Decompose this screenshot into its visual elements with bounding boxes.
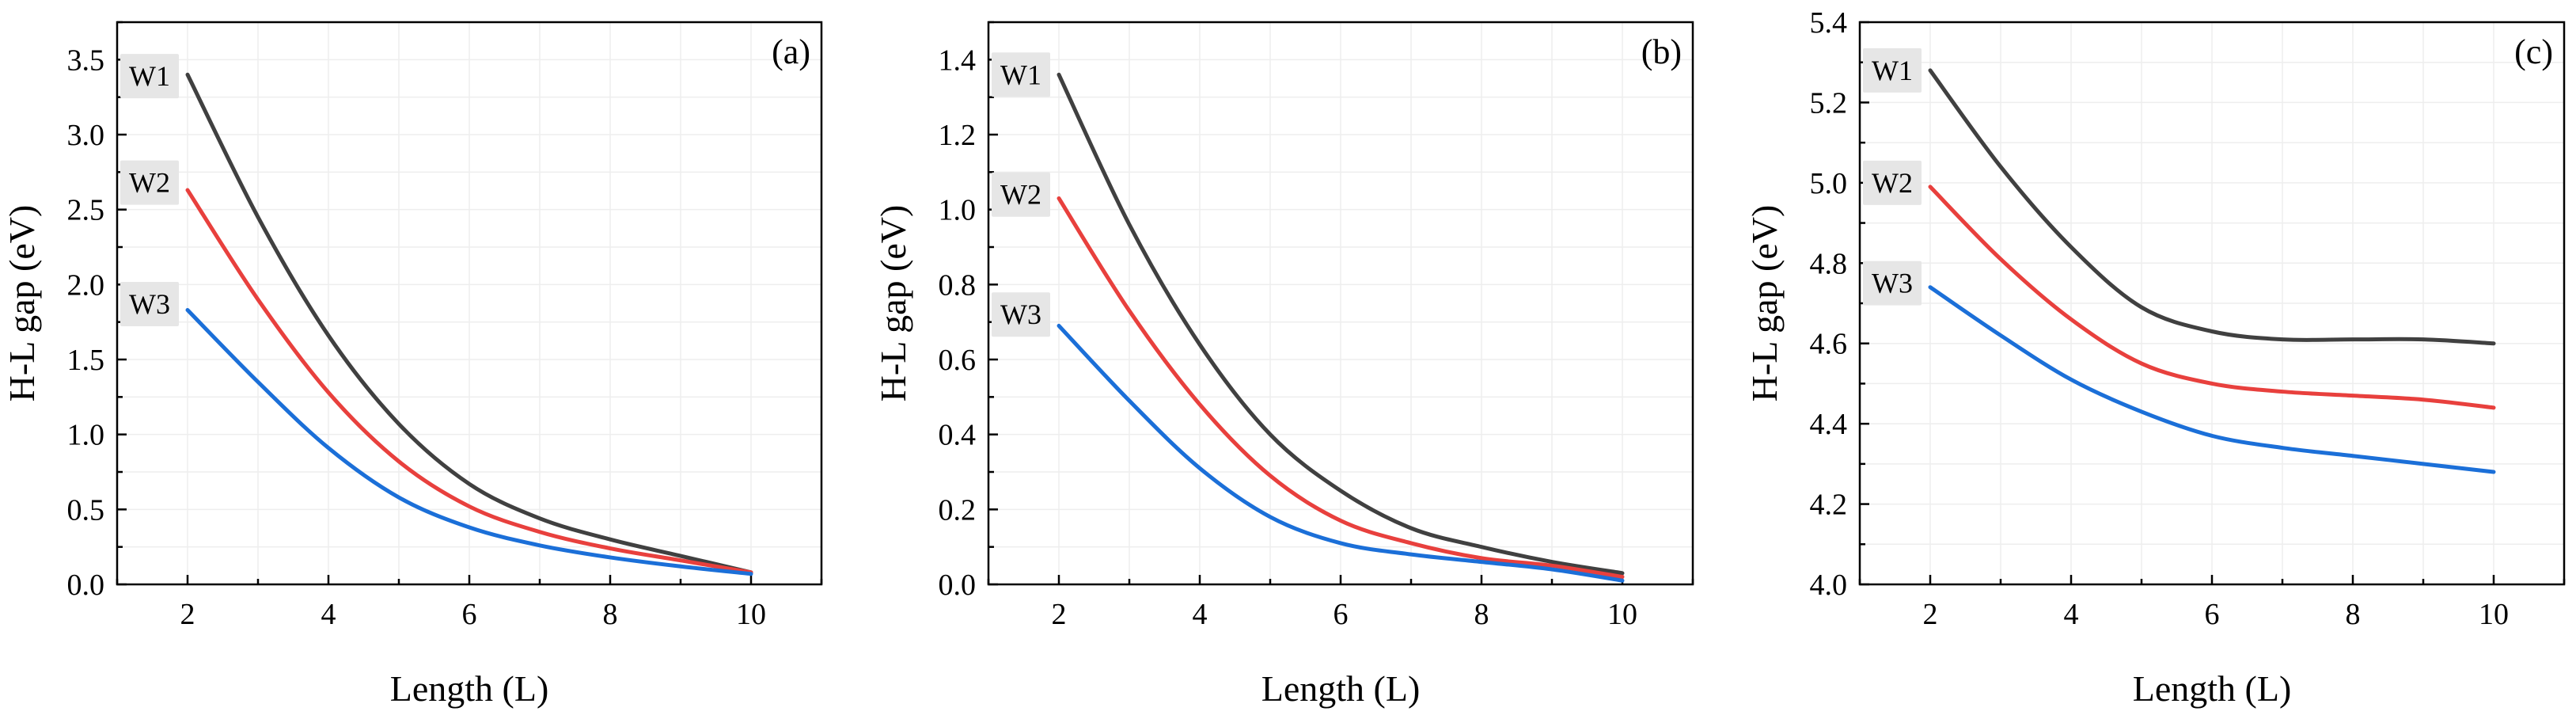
series-label-box xyxy=(120,281,179,326)
x-tick-label: 6 xyxy=(1334,598,1349,631)
x-tick-label: 2 xyxy=(1923,598,1938,631)
x-tick-label: 2 xyxy=(180,598,195,631)
series-label-w2: W2 xyxy=(120,160,179,205)
series-label-text: W1 xyxy=(1872,55,1913,86)
y-tick-label: 4.2 xyxy=(1810,489,1848,522)
y-tick-label: 0.6 xyxy=(939,344,977,377)
y-tick-label: 4.0 xyxy=(1810,569,1848,602)
x-tick-label: 10 xyxy=(736,598,766,631)
series-line-w2 xyxy=(1928,185,2496,410)
grid xyxy=(1860,22,2564,584)
chart-panel-1: 2 4 6 8 10 0.0 0.5 1.0 1.5 2.0 2.5 3.0 3.5 Length (L)… xyxy=(2,21,823,709)
series-label-w3: W3 xyxy=(1863,261,1922,306)
series-label-box xyxy=(1863,160,1922,205)
series-label-text: W2 xyxy=(1000,179,1041,211)
series-line-w2 xyxy=(1057,196,1625,580)
y-tick-label: 5.0 xyxy=(1810,167,1848,200)
series-label-text: W3 xyxy=(1000,299,1041,330)
x-tick-label: 6 xyxy=(2205,598,2220,631)
panel-label: (c) xyxy=(2514,32,2553,71)
x-tick-label: 8 xyxy=(603,598,618,631)
series-line-w3 xyxy=(185,308,753,576)
y-tick-label: 0.4 xyxy=(939,419,977,452)
x-tick-label: 10 xyxy=(1607,598,1637,631)
y-tick-label: 1.0 xyxy=(67,419,105,452)
series-label-box xyxy=(120,54,179,99)
series-label-box xyxy=(992,172,1050,217)
y-tick-label: 4.6 xyxy=(1810,328,1848,361)
series-label-w1: W1 xyxy=(1863,48,1922,93)
series-label-box xyxy=(992,292,1050,337)
series-line-w1 xyxy=(1057,72,1625,576)
x-axis-label: Length (L) xyxy=(2133,668,2292,709)
x-tick-label: 4 xyxy=(1193,598,1208,631)
series-line-w3 xyxy=(1928,285,2496,474)
series-label-w2: W2 xyxy=(992,172,1050,217)
x-tick-label: 4 xyxy=(321,598,336,631)
series-label-w1: W1 xyxy=(120,54,179,99)
y-tick-label: 0.5 xyxy=(67,493,105,527)
y-tick-label: 0.8 xyxy=(939,268,977,302)
y-tick-label: 1.5 xyxy=(67,344,105,377)
grid xyxy=(117,22,821,584)
x-axis-label: Length (L) xyxy=(1261,668,1421,709)
x-tick-label: 8 xyxy=(2346,598,2361,631)
series-label-box xyxy=(1863,261,1922,306)
series-label-box xyxy=(120,160,179,205)
y-tick-label: 4.4 xyxy=(1810,408,1848,441)
panel-label: (b) xyxy=(1641,32,1682,71)
y-tick-label: 3.0 xyxy=(67,119,105,152)
series-line-w1 xyxy=(1928,68,2496,346)
x-tick-label: 2 xyxy=(1052,598,1067,631)
x-tick-label: 4 xyxy=(2064,598,2079,631)
y-tick-label: 1.2 xyxy=(939,119,977,152)
series-line-w2 xyxy=(185,188,753,575)
series-label-box xyxy=(1863,48,1922,93)
panel-label: (a) xyxy=(772,32,810,71)
y-tick-label: 5.4 xyxy=(1810,6,1848,40)
series-label-text: W3 xyxy=(129,288,170,320)
series-label-w2: W2 xyxy=(1863,160,1922,205)
series-line-w1 xyxy=(185,72,753,575)
y-tick-label: 0.2 xyxy=(939,493,977,527)
series-label-w3: W3 xyxy=(992,292,1050,337)
series-label-text: W1 xyxy=(129,60,170,92)
y-axis-label: H-L gap (eV) xyxy=(1744,205,1785,402)
grid xyxy=(988,22,1693,584)
x-axis-label: Length (L) xyxy=(390,668,549,709)
y-tick-label: 4.8 xyxy=(1810,247,1848,280)
x-tick-label: 10 xyxy=(2479,598,2509,631)
chart-panel-2: 2 4 6 8 10 0.0 0.2 0.4 0.6 0.8 1.0 1.2 1.4 Length (L)… xyxy=(873,21,1694,709)
y-tick-label: 2.0 xyxy=(67,268,105,302)
y-axis-label: H-L gap (eV) xyxy=(873,205,913,402)
series-label-text: W2 xyxy=(129,167,170,199)
chart-panel-3: 2 4 6 8 10 4.0 4.2 4.4 4.6 4.8 5.0 5.2 5.4 Length (L)… xyxy=(1744,6,2566,709)
y-tick-label: 5.2 xyxy=(1810,86,1848,120)
y-tick-label: 3.5 xyxy=(67,44,105,77)
y-tick-label: 1.0 xyxy=(939,194,977,227)
y-tick-label: 1.4 xyxy=(939,44,977,77)
series-label-text: W3 xyxy=(1872,268,1913,299)
y-tick-label: 0.0 xyxy=(939,569,977,602)
y-tick-label: 0.0 xyxy=(67,569,105,602)
series-label-box xyxy=(992,52,1050,97)
series-label-w3: W3 xyxy=(120,281,179,326)
y-axis-label: H-L gap (eV) xyxy=(2,205,42,402)
y-tick-label: 2.5 xyxy=(67,194,105,227)
x-tick-label: 8 xyxy=(1474,598,1489,631)
series-label-text: W2 xyxy=(1872,167,1913,199)
series-line-w3 xyxy=(1057,323,1625,583)
series-label-text: W1 xyxy=(1000,59,1041,90)
x-tick-label: 6 xyxy=(462,598,477,631)
series-label-w1: W1 xyxy=(992,52,1050,97)
